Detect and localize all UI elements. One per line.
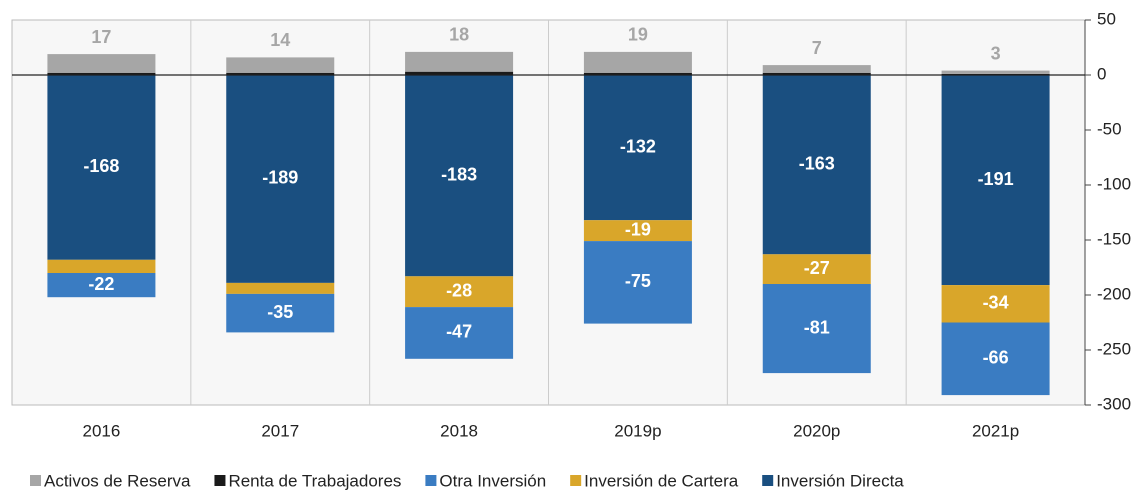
data-label: 3 — [991, 43, 1001, 63]
legend-swatch — [214, 475, 226, 486]
bar-segment — [762, 254, 871, 284]
bar-segment — [583, 51, 692, 73]
bar-segment — [47, 259, 156, 273]
y-tick-label: 50 — [1097, 9, 1116, 28]
bar-segment — [47, 75, 156, 260]
data-label: -191 — [978, 169, 1014, 189]
legend-label: Inversión de Cartera — [584, 471, 739, 490]
bar-segment — [47, 273, 156, 298]
legend-label: Otra Inversión — [439, 471, 546, 490]
bar-segment — [226, 293, 335, 333]
data-label: -81 — [804, 317, 830, 337]
x-tick-label: 2020p — [793, 421, 840, 440]
bar-segment — [47, 72, 156, 75]
legend-label: Renta de Trabajadores — [228, 471, 401, 490]
data-label: -47 — [446, 322, 472, 342]
bar-segment — [941, 322, 1050, 396]
bar-segment — [762, 284, 871, 374]
bar-segment — [583, 72, 692, 75]
y-tick-label: 0 — [1097, 64, 1106, 83]
y-tick-label: -100 — [1097, 174, 1131, 193]
data-label: -35 — [267, 302, 293, 322]
bar-segment — [941, 70, 1050, 74]
data-label: -22 — [88, 274, 114, 294]
y-tick-label: -300 — [1097, 394, 1131, 413]
data-label: 14 — [270, 30, 290, 50]
data-label: -27 — [804, 258, 830, 278]
bar-segment — [405, 75, 514, 277]
data-label: 7 — [812, 38, 822, 58]
y-tick-label: -50 — [1097, 119, 1122, 138]
data-label: -75 — [625, 271, 651, 291]
bar-segment — [226, 75, 335, 283]
bar-segment — [405, 71, 514, 75]
bar-segment — [226, 72, 335, 75]
legend-label: Inversión Directa — [776, 471, 904, 490]
legend-label: Activos de Reserva — [44, 471, 191, 490]
data-label: -183 — [441, 164, 477, 184]
bar-segment — [941, 285, 1050, 323]
data-label: -19 — [625, 219, 651, 239]
x-tick-label: 2016 — [83, 421, 121, 440]
bar-segment — [762, 75, 871, 255]
bar-segment — [583, 220, 692, 242]
data-label: -34 — [983, 293, 1009, 313]
data-label: 19 — [628, 25, 648, 45]
data-label: -189 — [262, 168, 298, 188]
legend-swatch — [570, 475, 582, 486]
y-tick-label: -250 — [1097, 339, 1131, 358]
legend-swatch — [762, 475, 774, 486]
bar-segment — [405, 276, 514, 308]
bar-segment — [941, 75, 1050, 286]
bar-segment — [226, 282, 335, 294]
x-tick-label: 2018 — [440, 421, 478, 440]
data-label: -28 — [446, 280, 472, 300]
x-tick-label: 2019p — [614, 421, 661, 440]
data-label: -66 — [983, 348, 1009, 368]
data-label: -168 — [83, 156, 119, 176]
data-label: -163 — [799, 153, 835, 173]
bar-segment — [762, 65, 871, 73]
bar-segment — [405, 51, 514, 72]
x-tick-label: 2021p — [972, 421, 1019, 440]
legend-swatch — [425, 475, 437, 486]
bar-segment — [47, 54, 156, 73]
data-label: -132 — [620, 136, 656, 156]
data-label: 17 — [91, 27, 111, 47]
bar-segment — [405, 307, 514, 359]
x-tick-label: 2017 — [261, 421, 299, 440]
legend-swatch — [30, 475, 41, 486]
bar-segment — [226, 57, 335, 73]
y-tick-label: -150 — [1097, 229, 1131, 248]
y-tick-label: -200 — [1097, 284, 1131, 303]
bar-segment — [583, 75, 692, 221]
bar-segment — [583, 241, 692, 324]
data-label: 18 — [449, 25, 469, 45]
bar-segment — [762, 72, 871, 75]
